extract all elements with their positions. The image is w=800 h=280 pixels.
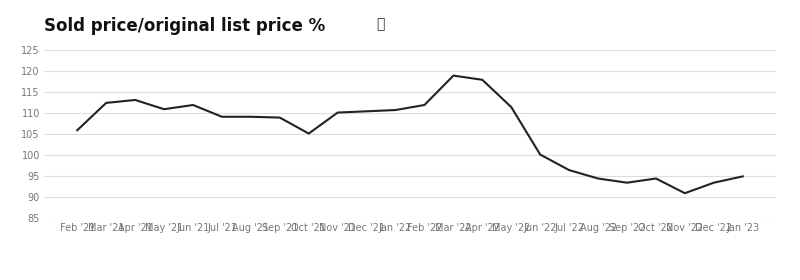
Text: Sold price/original list price %: Sold price/original list price % (44, 17, 326, 35)
Text: ⓘ: ⓘ (376, 17, 384, 31)
